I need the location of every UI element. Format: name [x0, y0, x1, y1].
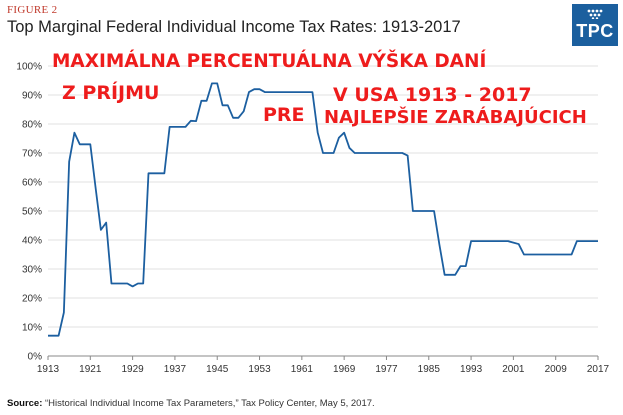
y-tick-label: 90% — [22, 91, 42, 102]
y-tick-label: 40% — [22, 236, 42, 247]
logo-text: TPC — [576, 21, 614, 41]
chart-title: Top Marginal Federal Individual Income T… — [7, 18, 461, 36]
overlay-text-2: Z PRÍJMU — [62, 82, 160, 104]
x-tick-label: 1969 — [333, 364, 356, 375]
y-tick-label: 80% — [22, 120, 42, 131]
overlay-text-3: PRE — [263, 104, 305, 126]
x-tick-label: 1929 — [121, 364, 144, 375]
overlay-text-5: NAJLEPŠIE ZARÁBAJÚCICH — [324, 107, 587, 128]
x-tick-label: 1961 — [291, 364, 314, 375]
figure-label: FIGURE 2 — [7, 4, 58, 16]
x-axis-ticks: 1913 1921 1929 1937 1945 1953 1961 1969 1977 1985… — [37, 356, 610, 375]
x-tick-label: 2017 — [587, 364, 610, 375]
logo-dots-icon — [587, 9, 603, 19]
x-tick-label: 2009 — [545, 364, 568, 375]
source-note: Source: “Historical Individual Income Ta… — [7, 398, 375, 409]
source-label: Source: — [7, 398, 43, 409]
x-tick-label: 1993 — [460, 364, 483, 375]
overlay-text-4: V USA 1913 - 2017 — [333, 84, 532, 106]
x-tick-label: 1945 — [206, 364, 229, 375]
x-tick-label: 2001 — [502, 364, 525, 375]
y-axis-ticks: 0% 10% 20% 30% 40% 50% 60% 70% 80% 90% 100% — [16, 62, 42, 363]
series-line — [48, 82, 598, 337]
y-tick-label: 50% — [22, 207, 42, 218]
x-tick-label: 1913 — [37, 364, 60, 375]
source-text: “Historical Individual Income Tax Parame… — [45, 398, 375, 409]
y-tick-label: 100% — [16, 62, 42, 73]
y-tick-label: 20% — [22, 294, 42, 305]
tpc-logo: TPC — [572, 4, 618, 46]
y-tick-label: 70% — [22, 149, 42, 160]
x-tick-label: 1937 — [164, 364, 187, 375]
x-tick-label: 1953 — [248, 364, 271, 375]
x-tick-label: 1985 — [418, 364, 441, 375]
x-tick-label: 1977 — [375, 364, 398, 375]
y-tick-label: 10% — [22, 323, 42, 334]
overlay-text-1: MAXIMÁLNA PERCENTUÁLNA VÝŠKA DANÍ — [52, 51, 487, 72]
x-tick-label: 1921 — [79, 364, 102, 375]
y-tick-label: 60% — [22, 178, 42, 189]
y-tick-label: 30% — [22, 265, 42, 276]
y-tick-label: 0% — [28, 352, 43, 363]
